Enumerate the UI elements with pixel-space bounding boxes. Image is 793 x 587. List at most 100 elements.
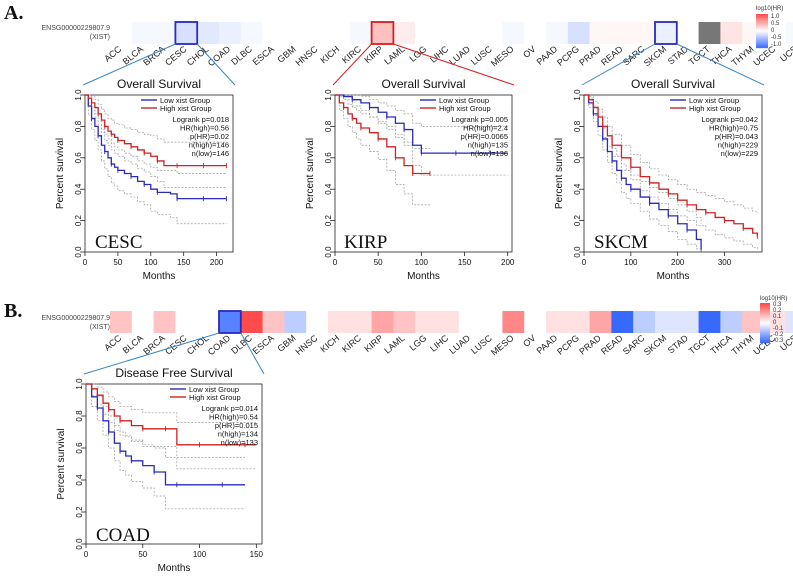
b-coad-ylabel: Percent survival xyxy=(56,428,67,499)
legend-tick-b-5: -0.2 xyxy=(773,332,784,338)
a-skcm-stat-1: HR(high)=0.75 xyxy=(709,124,758,133)
a-kirp-high-curve xyxy=(335,94,430,175)
colorbar-b-step xyxy=(760,303,770,305)
B-heatmap-label-thym: THYM xyxy=(730,333,756,357)
b-coad-cancer-label: COAD xyxy=(96,525,150,546)
colorbar-b-step xyxy=(760,324,770,326)
A-heatmap-highlight-cesc xyxy=(174,21,199,45)
colorbar-b-step xyxy=(760,340,770,342)
A-heatmap-label-read: READ xyxy=(599,44,625,68)
connector-b-coad-right xyxy=(240,332,265,375)
a-skcm-ytick-label-0: 0.0 xyxy=(573,246,582,258)
A-heatmap-cell-paad xyxy=(546,22,569,44)
legend-tick-a-0: 1.0 xyxy=(771,14,780,20)
a-kirp-ytick-label-0.2: 0.2 xyxy=(324,214,333,226)
A-heatmap-cell-sarc xyxy=(633,22,656,44)
b-coad-high-ci-upper xyxy=(86,383,257,423)
b-coad-stat-4: n(low)=133 xyxy=(221,438,258,447)
B-heatmap-label-esca: ESCA xyxy=(251,333,276,356)
colorbar-a-step xyxy=(756,46,768,48)
A-heatmap-cell-laml xyxy=(393,22,416,44)
gene-id-a: ENSG00000229807.9 xyxy=(41,25,111,32)
colorbar-b-step xyxy=(760,306,770,308)
a-skcm-high-curve xyxy=(584,94,758,237)
A-heatmap-highlight-kirp xyxy=(370,21,395,45)
colorbar-a-step xyxy=(756,44,768,46)
colorbar-b-step xyxy=(760,331,770,333)
B-heatmap-cell-kirc xyxy=(349,311,372,333)
a-skcm-high-ci-upper xyxy=(584,94,758,213)
b-coad-low-ci-upper xyxy=(86,383,245,458)
b-coad-low-curve xyxy=(86,383,245,486)
a-kirp-high-ci-upper xyxy=(335,94,430,149)
legend-tick-b-3: 0 xyxy=(773,320,777,326)
a-skcm-title: Overall Survival xyxy=(631,77,715,91)
gene-symbol-a: (XIST) xyxy=(89,34,110,41)
colorbar-a-step xyxy=(756,34,768,36)
a-kirp-ylabel: Percent survival xyxy=(305,138,316,209)
A-heatmap-cell-chol xyxy=(197,22,220,44)
B-heatmap-label-ov: OV xyxy=(521,333,537,349)
a-skcm-ytick-label-1: 1.0 xyxy=(573,89,582,101)
B-heatmap-label-cesc: CESC xyxy=(163,333,189,357)
b-coad-low-ci-lower xyxy=(86,383,245,510)
colorbar-a-step xyxy=(756,42,768,44)
A-heatmap-cell-hnsc xyxy=(306,22,329,44)
colorbar-b-step xyxy=(760,314,770,316)
B-heatmap-cell-thca xyxy=(720,311,743,333)
colorbar-a-step xyxy=(756,39,768,41)
B-heatmap-label-luad: LUAD xyxy=(447,333,472,356)
B-heatmap-label-tgct: TGCT xyxy=(687,333,713,357)
A-heatmap-highlight-skcm xyxy=(654,21,678,45)
A-heatmap-cell-ov xyxy=(524,22,547,44)
A-heatmap-label-paad: PAAD xyxy=(535,44,560,67)
B-heatmap-label-lihc: LIHC xyxy=(428,333,451,354)
colorbar-a-step xyxy=(756,47,768,49)
a-kirp-ytick-label-0.6: 0.6 xyxy=(324,152,333,164)
A-heatmap-cell-lihc xyxy=(437,22,460,44)
A-heatmap-cell-lusc xyxy=(480,22,503,44)
a-skcm-ytick-label-0.2: 0.2 xyxy=(573,214,582,226)
a-skcm-ylabel: Percent survival xyxy=(554,138,565,209)
b-coad-ytick-label-0.2: 0.2 xyxy=(75,506,84,518)
a-kirp-ytick-label-0.8: 0.8 xyxy=(324,120,333,132)
A-heatmap-label-pcpg: PCPG xyxy=(555,44,581,68)
legend-tick-a-3: -0.5 xyxy=(771,35,782,41)
A-heatmap-label-kich: KICH xyxy=(318,44,341,65)
B-heatmap-cell-ucs xyxy=(785,311,793,333)
gene-label-a: ENSG00000229807.9 (XIST) xyxy=(20,24,111,42)
B-heatmap-cell-meso xyxy=(502,311,525,333)
a-skcm-xtick-label-0: 0 xyxy=(582,258,587,267)
A-heatmap-label-dlbc: DLBC xyxy=(229,44,254,67)
a-cesc-cancer-label: CESC xyxy=(95,232,143,253)
a-cesc-stat-2: p(HR)=0.02 xyxy=(190,132,229,141)
B-heatmap-label-paad: PAAD xyxy=(535,333,560,356)
b-coad-legend-label-0: Low xist Group xyxy=(189,385,239,394)
b-coad-stat-3: n(high)=134 xyxy=(218,430,258,439)
A-heatmap-cell-luad xyxy=(458,22,481,44)
connector-a-skcm-right xyxy=(676,43,765,86)
A-heatmap-cell-prad xyxy=(589,22,612,44)
A-heatmap-label-kirp: KIRP xyxy=(362,44,385,65)
B-heatmap-cell-skcm xyxy=(655,311,678,333)
colorbar-a-step xyxy=(756,29,768,31)
a-skcm-xtick-label-300: 300 xyxy=(718,258,732,267)
colorbar-b-step xyxy=(760,304,770,306)
a-skcm-plot-frame xyxy=(583,94,763,253)
connector-a-kirp-right xyxy=(393,43,515,86)
a-skcm-cancer-label: SKCM xyxy=(594,232,648,253)
B-heatmap-cell-coad xyxy=(219,311,242,333)
A-heatmap-label-thca: THCA xyxy=(708,44,733,67)
b-coad-xtick-label-50: 50 xyxy=(138,550,147,559)
A-heatmap-cell-pcpg xyxy=(567,22,590,44)
colorbar-b-step xyxy=(760,305,770,307)
colorbar-a-step xyxy=(756,17,768,19)
A-heatmap-cell-meso xyxy=(502,22,525,44)
B-heatmap-cell-lihc xyxy=(437,311,460,333)
colorbar-b-step xyxy=(760,330,770,332)
B-heatmap-cell-prad xyxy=(589,311,612,333)
a-cesc-high-ci-lower xyxy=(85,94,227,188)
colorbar-a-step xyxy=(756,40,768,42)
B-heatmap-cell-lusc xyxy=(480,311,503,333)
colorbar-b-step xyxy=(760,317,770,319)
